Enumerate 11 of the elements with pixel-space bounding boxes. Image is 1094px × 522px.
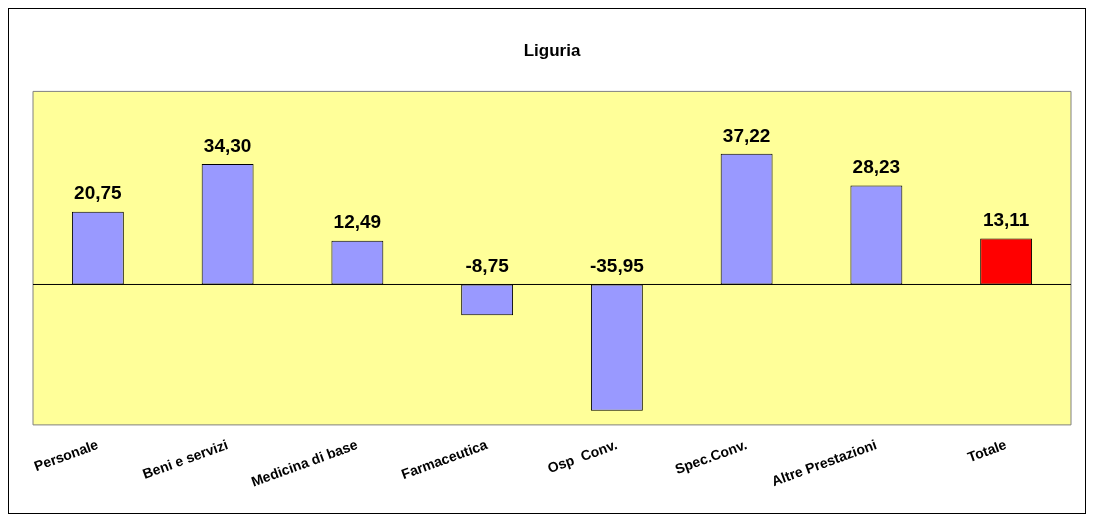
data-label: 37,22 xyxy=(722,124,771,146)
data-label: 13,11 xyxy=(982,209,1030,231)
data-label: -8,75 xyxy=(465,255,510,277)
data-label: 12,49 xyxy=(333,211,382,233)
data-label: 20,75 xyxy=(74,182,123,204)
data-label: 28,23 xyxy=(852,156,901,178)
chart-title: Liguria xyxy=(523,40,581,60)
x-tick-label: Osp Conv. xyxy=(545,436,620,477)
x-tick-label: Totale xyxy=(965,436,1009,465)
data-label: -35,95 xyxy=(589,255,645,277)
data-label: 34,30 xyxy=(203,134,252,156)
